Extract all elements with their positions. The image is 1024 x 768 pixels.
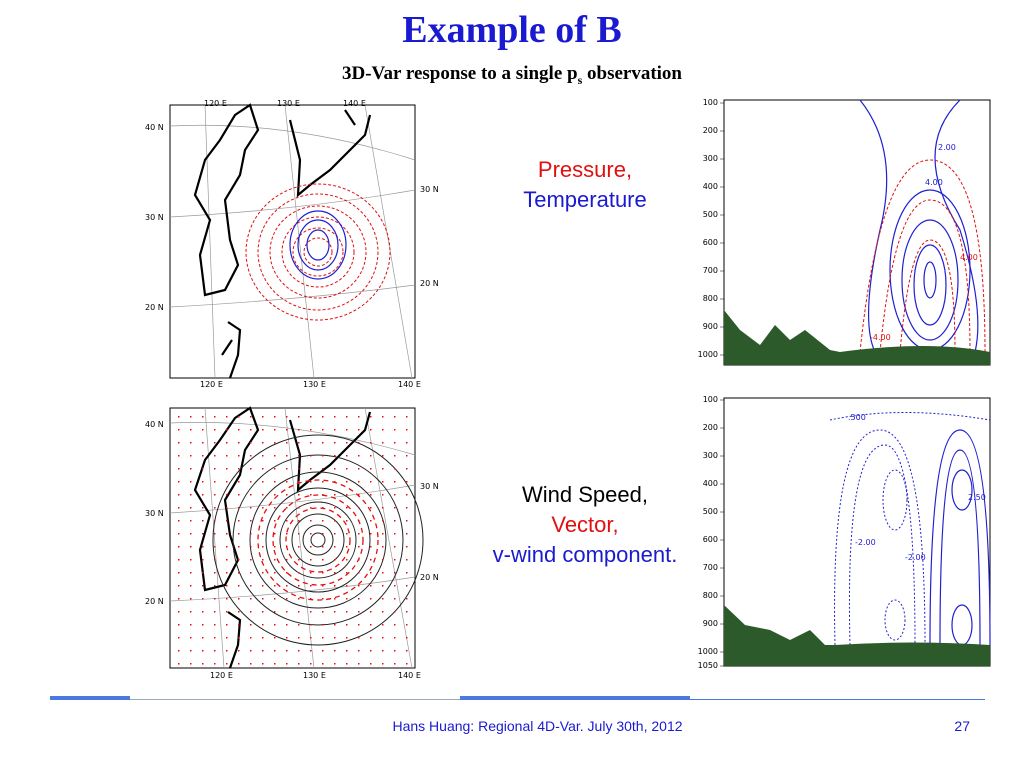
- subtitle-text: 3D-Var response to a single p: [341, 63, 578, 84]
- contour-label: 4.00: [960, 253, 978, 262]
- contour-label: -2.00: [905, 553, 926, 562]
- level-label: 1000: [698, 647, 718, 656]
- level-label: 800: [703, 294, 718, 303]
- level-label: 500: [703, 507, 718, 516]
- level-label: 200: [703, 126, 718, 135]
- lon-label: 130 E: [303, 380, 326, 389]
- level-label: 900: [703, 322, 718, 331]
- lon-label: 140 E: [343, 99, 366, 108]
- level-label: 200: [703, 423, 718, 432]
- lat-label: 30 N: [145, 213, 164, 222]
- cross-section: .500 -2.00 -2.00 2.50: [723, 397, 991, 667]
- caption: Wind Speed, Vector, v-wind component.: [440, 480, 730, 570]
- lat-label: 40 N: [145, 420, 164, 429]
- footer-text: Hans Huang: Regional 4D-Var. July 30th, …: [392, 718, 683, 734]
- level-label: 900: [703, 619, 718, 628]
- caption-line: Wind Speed,: [522, 482, 648, 507]
- lon-label: 120 E: [210, 671, 233, 680]
- level-label: 100: [703, 98, 718, 107]
- lat-label: 20 N: [145, 597, 164, 606]
- contour-label: 2.50: [968, 493, 986, 502]
- contour-label: 2.00: [938, 143, 956, 152]
- level-label: 300: [703, 154, 718, 163]
- lat-label: 30 N: [420, 185, 439, 194]
- map: [169, 406, 424, 669]
- level-label: 100: [703, 395, 718, 404]
- subtitle: 3D-Var response to a single ps observati…: [0, 63, 1024, 88]
- caption-line: Temperature: [523, 187, 647, 212]
- level-label: 700: [703, 563, 718, 572]
- contour-label: -4.00: [870, 333, 891, 342]
- subtitle-sub: s: [577, 72, 583, 87]
- lat-label: 30 N: [145, 509, 164, 518]
- level-label: 1050: [698, 661, 718, 670]
- page-number: 27: [954, 718, 970, 734]
- caption-line: Pressure,: [537, 157, 633, 182]
- lat-label: 20 N: [145, 303, 164, 312]
- caption-line: v-wind component.: [492, 542, 678, 567]
- lat-label: 40 N: [145, 123, 164, 132]
- caption: Pressure, Temperature: [480, 155, 690, 215]
- cross-section: 2.00 4.00 -4.00 4.00: [723, 99, 991, 366]
- level-label: 700: [703, 266, 718, 275]
- map-labels: 120 E 130 E 140 E 120 E 130 E 140 E 40 N…: [145, 99, 439, 680]
- map: [169, 103, 416, 379]
- caption-line: Vector,: [551, 512, 619, 537]
- lon-label: 120 E: [204, 99, 227, 108]
- level-label: 800: [703, 591, 718, 600]
- contour-label: 4.00: [925, 178, 943, 187]
- level-label: 500: [703, 210, 718, 219]
- lon-label: 120 E: [200, 380, 223, 389]
- contour-label: .500: [848, 413, 866, 422]
- level-label: 300: [703, 451, 718, 460]
- lat-label: 20 N: [420, 279, 439, 288]
- figures: 2.00 4.00 -4.00 4.00 .500 -2.00 -2.00 2.…: [50, 98, 991, 700]
- level-label: 600: [703, 238, 718, 247]
- lon-label: 140 E: [398, 671, 421, 680]
- level-label: 1000: [698, 350, 718, 359]
- lat-label: 20 N: [420, 573, 439, 582]
- contour-label: -2.00: [855, 538, 876, 547]
- lon-label: 130 E: [277, 99, 300, 108]
- lon-label: 140 E: [398, 380, 421, 389]
- lat-label: 30 N: [420, 482, 439, 491]
- level-labels: 100 200 300 400 500 600 700 800 900 1000 100 200 300…: [698, 98, 724, 670]
- subtitle-text: observation: [582, 63, 682, 84]
- level-label: 400: [703, 479, 718, 488]
- lon-label: 130 E: [303, 671, 326, 680]
- title: Example of B: [402, 9, 622, 51]
- level-label: 400: [703, 182, 718, 191]
- level-label: 600: [703, 535, 718, 544]
